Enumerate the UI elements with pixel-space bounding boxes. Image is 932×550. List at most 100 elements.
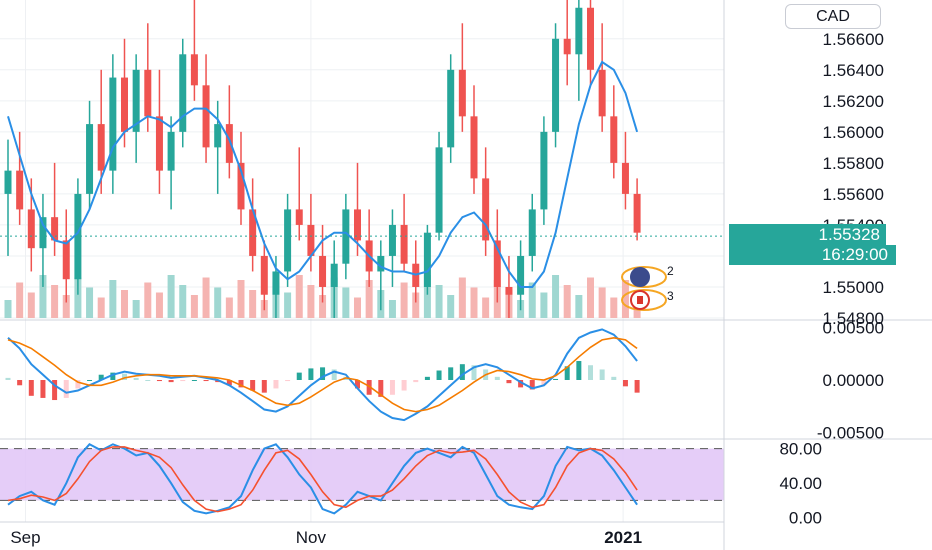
candle-body [354, 209, 361, 241]
macd-histogram-bar [576, 361, 582, 380]
volume-bar [4, 300, 12, 318]
macd-histogram [5, 361, 640, 401]
currency-button[interactable]: CAD [785, 4, 881, 29]
volume-bar [295, 275, 303, 318]
macd-histogram-bar [611, 376, 617, 380]
countdown-tag: 16:29:00 [729, 245, 896, 265]
candle-body [214, 124, 222, 148]
volume-bar [179, 285, 187, 318]
macd-histogram-bar [226, 380, 232, 386]
candle-body [377, 255, 385, 272]
macd-histogram-bar [401, 380, 407, 391]
event-badge-ca[interactable]: 3 [621, 289, 674, 311]
us-flag-icon [630, 267, 650, 287]
candle-body [4, 170, 12, 194]
volume-bar [202, 277, 210, 318]
volume-bar [598, 287, 606, 318]
macd-histogram-bar [40, 380, 46, 398]
stochastic-tick-label: 40.00 [779, 474, 822, 493]
candle-body [482, 178, 490, 241]
candle-body [109, 77, 117, 171]
macd-histogram-bar [110, 372, 116, 380]
stochastic-tick-label: 0.00 [789, 509, 822, 528]
candle-body [447, 69, 455, 148]
macd-tick-label: -0.00500 [817, 424, 884, 443]
event-badges[interactable]: 23 [621, 264, 674, 311]
candle-body [225, 124, 233, 163]
candle-body [167, 131, 175, 171]
macd-line [7, 328, 638, 422]
volume-bar [86, 287, 94, 318]
candle-body [97, 124, 105, 171]
volume-bar [121, 290, 128, 318]
macd-histogram-bar [122, 373, 127, 380]
volume-bar [400, 282, 408, 318]
candle-body [272, 271, 280, 295]
volume-bar [225, 297, 233, 318]
candle-body [423, 232, 431, 287]
candle-body [155, 116, 163, 171]
volume-bar [249, 290, 257, 318]
signal-line [7, 336, 638, 413]
volume-bar [144, 282, 152, 318]
price-tick-label: 1.54800 [823, 309, 884, 328]
macd-histogram-bar [529, 380, 535, 390]
candle-body [260, 255, 268, 295]
macd-histogram-bar [355, 380, 360, 389]
macd-histogram-bar [296, 372, 302, 380]
maple-leaf-icon [637, 296, 643, 304]
candle-body [470, 116, 478, 179]
macd-histogram-bar [250, 380, 256, 391]
macd-histogram-bar [52, 380, 58, 401]
candle-body [179, 54, 187, 132]
candle-body [587, 7, 594, 70]
candle-body [190, 54, 198, 86]
time-tick-label: 2021 [604, 528, 642, 547]
volume-bar [610, 297, 618, 318]
macd-histogram-bar [238, 380, 244, 388]
volume-bar [528, 282, 536, 318]
event-badge-us[interactable]: 2 [621, 264, 674, 288]
candle-body [249, 209, 257, 256]
volume-bar [62, 295, 70, 318]
time-axis[interactable]: Sep Nov 2021 [10, 528, 642, 547]
candle-body [435, 147, 443, 233]
macd-histogram-bar [320, 367, 326, 380]
macd-histogram-bar [28, 380, 34, 396]
macd-histogram-bar [389, 380, 395, 395]
macd-histogram-bar [133, 377, 139, 380]
volume-bar [575, 295, 583, 318]
volume-bar [16, 282, 24, 318]
stochastic-tick-label: 80.00 [779, 440, 822, 459]
volume-bar [214, 287, 222, 318]
macd-histogram-bar [436, 370, 442, 380]
candle-body [62, 240, 70, 280]
macd-tick-label: 0.00000 [823, 371, 884, 390]
price-tick-label: 1.56400 [823, 61, 884, 80]
volume-bar [552, 275, 560, 318]
macd-histogram-bar [145, 380, 151, 381]
price-tick-label: 1.55600 [823, 185, 884, 204]
candle-body [307, 224, 315, 256]
macd-histogram-bar [599, 369, 605, 380]
volume-bar [284, 292, 292, 318]
macd-tick-label: 0.00500 [823, 318, 884, 337]
price-tick-label: 1.55800 [823, 154, 884, 173]
badge-ring [621, 266, 667, 288]
candle-body [610, 116, 618, 163]
volume-bar [237, 280, 245, 318]
candle-body [552, 38, 560, 132]
macd-histogram-bar [494, 376, 500, 380]
volume-bar [39, 275, 47, 318]
price-axis[interactable]: 1.548001.550001.552001.554001.556001.558… [779, 30, 884, 528]
candle-body [74, 193, 82, 280]
volume-bar [109, 280, 117, 318]
macd-histogram-bar [63, 380, 69, 398]
candle-body [458, 69, 466, 117]
volume-bar [587, 277, 594, 318]
candle-body [27, 209, 35, 249]
macd-histogram-bar [553, 378, 559, 380]
volume-bar [563, 285, 571, 318]
